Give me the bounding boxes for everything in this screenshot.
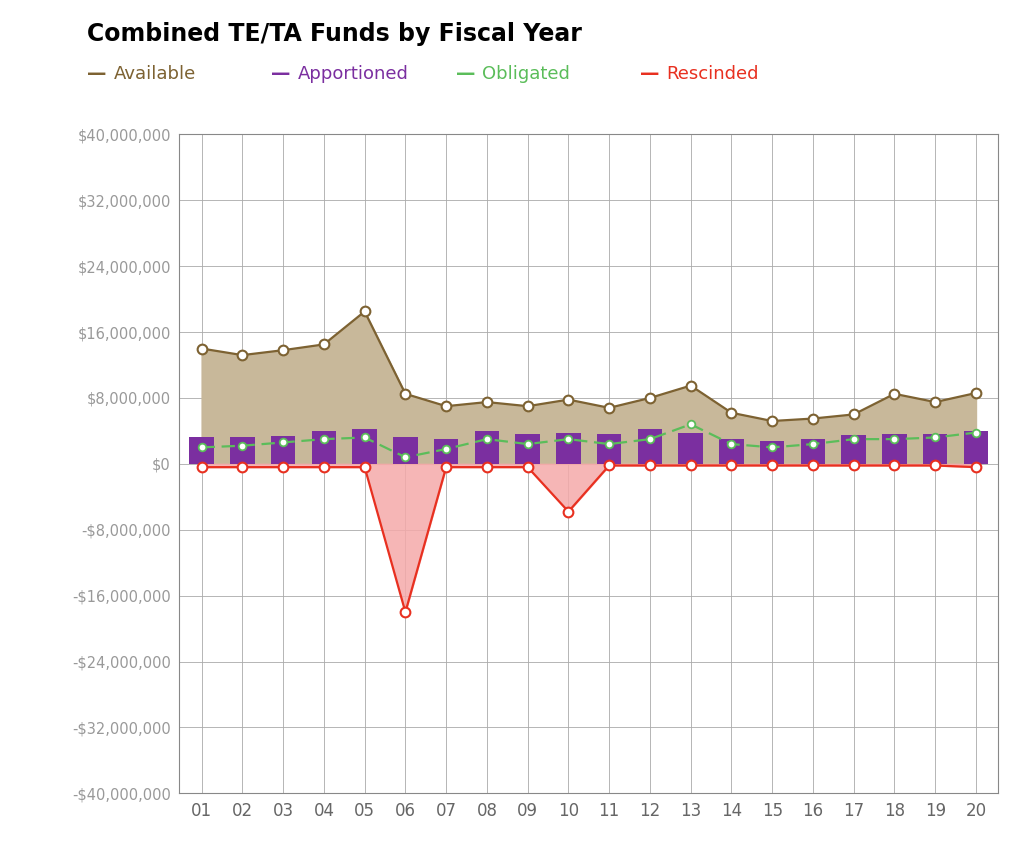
Bar: [801, 439, 825, 464]
Text: Combined TE/TA Funds by Fiscal Year: Combined TE/TA Funds by Fiscal Year: [87, 22, 582, 46]
Text: Apportioned: Apportioned: [298, 65, 409, 82]
Text: Rescinded: Rescinded: [667, 65, 759, 82]
Bar: [719, 439, 743, 464]
Bar: [189, 438, 214, 464]
Bar: [393, 438, 418, 464]
Bar: [475, 431, 499, 464]
Bar: [679, 433, 702, 464]
Bar: [556, 433, 581, 464]
Text: —: —: [456, 64, 475, 83]
Text: Obligated: Obligated: [482, 65, 570, 82]
Bar: [230, 438, 255, 464]
Bar: [597, 434, 622, 464]
Bar: [352, 429, 377, 464]
Bar: [311, 431, 336, 464]
Bar: [434, 439, 459, 464]
Bar: [271, 436, 295, 464]
Text: —: —: [640, 64, 659, 83]
Bar: [923, 434, 947, 464]
Bar: [638, 429, 663, 464]
Bar: [842, 435, 866, 464]
Bar: [515, 434, 540, 464]
Bar: [964, 431, 988, 464]
Text: —: —: [271, 64, 291, 83]
Bar: [760, 440, 784, 464]
Bar: [883, 434, 906, 464]
Text: —: —: [87, 64, 106, 83]
Text: Available: Available: [114, 65, 196, 82]
